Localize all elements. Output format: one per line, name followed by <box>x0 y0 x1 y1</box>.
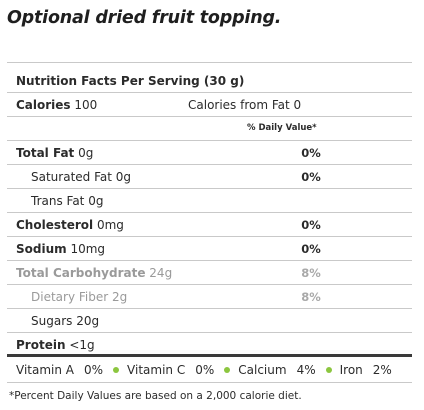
nutrient-name: Cholesterol <box>16 218 94 232</box>
calories-label: Calories <box>16 98 71 112</box>
nutrient-row-protein: Protein <1g <box>7 333 412 357</box>
vitamin-name: Vitamin C <box>127 363 186 377</box>
nutrient-name: Sodium <box>16 242 67 256</box>
nutrition-facts-panel: Nutrition Facts Per Serving (30 g) Calor… <box>7 62 412 383</box>
bullet-icon <box>113 367 120 373</box>
nutrient-text: Saturated Fat 0g <box>31 170 131 184</box>
nutrient-row-sodium: Sodium 10mg 0% <box>7 237 412 261</box>
nutrient-text: Sodium 10mg <box>16 242 105 256</box>
nutrition-title: Nutrition Facts Per Serving (30 g) <box>16 74 245 88</box>
nutrient-text: Protein <1g <box>16 338 95 352</box>
nutrient-amount: 0g <box>88 194 104 208</box>
bullet-icon <box>325 367 332 373</box>
nutrient-row-sugars: Sugars 20g <box>7 309 412 333</box>
nutrient-name: Sugars <box>31 314 73 328</box>
nutrient-amount: 0mg <box>96 218 124 232</box>
nutrient-amount: 2g <box>112 290 128 304</box>
nutrient-amount: 20g <box>76 314 100 328</box>
calories-from-fat: Calories from Fat 0 <box>188 98 302 112</box>
nutrient-amount: 10mg <box>70 242 106 256</box>
nutrient-name: Dietary Fiber <box>31 290 109 304</box>
vitamin-name: Calcium <box>238 363 287 377</box>
nutrient-amount: 0g <box>115 170 132 184</box>
nutrient-text: Total Fat 0g <box>16 146 93 160</box>
nutrient-row-cholesterol: Cholesterol 0mg 0% <box>7 213 412 237</box>
nutrient-name: Protein <box>16 338 66 352</box>
nutrient-text: Trans Fat 0g <box>31 194 103 208</box>
nutrient-amount: 24g <box>149 266 173 280</box>
daily-value-header-row: % Daily Value* <box>7 117 412 141</box>
nutrient-daily-value: 0% <box>301 242 321 256</box>
vitamin-value: 2% <box>372 363 392 377</box>
vitamin-name: Vitamin A <box>16 363 74 377</box>
nutrient-text: Dietary Fiber 2g <box>31 290 127 304</box>
nutrition-title-row: Nutrition Facts Per Serving (30 g) <box>7 63 412 93</box>
nutrient-amount: 0g <box>78 146 94 160</box>
calories-row: Calories 100 Calories from Fat 0 <box>7 93 412 117</box>
footnote: *Percent Daily Values are based on a 2,0… <box>9 390 302 402</box>
nutrient-row-dietary-fiber: Dietary Fiber 2g 8% <box>7 285 412 309</box>
nutrient-daily-value: 0% <box>301 218 321 232</box>
nutrient-daily-value: 0% <box>301 146 321 160</box>
bullet-icon <box>224 367 231 373</box>
daily-value-header: % Daily Value* <box>247 123 317 133</box>
top-divider <box>7 62 412 63</box>
vitamin-list: Vitamin A 0% Vitamin C 0% Calcium 4% Iron 2% <box>16 363 392 377</box>
nutrient-amount: <1g <box>69 338 95 352</box>
vitamin-value: 4% <box>296 363 316 377</box>
nutrient-daily-value: 8% <box>301 266 321 280</box>
vitamin-name: Iron <box>339 363 363 377</box>
nutrient-name: Saturated Fat <box>31 170 112 184</box>
nutrient-row-saturated-fat: Saturated Fat 0g 0% <box>7 165 412 189</box>
nutrient-text: Sugars 20g <box>31 314 99 328</box>
nutrient-daily-value: 0% <box>301 170 321 184</box>
calories-value: 100 <box>74 98 98 112</box>
nutrient-row-trans-fat: Trans Fat 0g <box>7 189 412 213</box>
nutrient-text: Total Carbohydrate 24g <box>16 266 172 280</box>
nutrient-row-total-carbohydrate: Total Carbohydrate 24g 8% <box>7 261 412 285</box>
vitamin-value: 0% <box>195 363 215 377</box>
page-heading: Optional dried fruit topping. <box>7 8 282 28</box>
nutrient-name: Total Carbohydrate <box>16 266 146 280</box>
nutrient-text: Cholesterol 0mg <box>16 218 124 232</box>
calories-text: Calories 100 <box>16 98 97 112</box>
vitamin-value: 0% <box>84 363 104 377</box>
nutrient-name: Total Fat <box>16 146 75 160</box>
nutrient-row-total-fat: Total Fat 0g 0% <box>7 141 412 165</box>
vitamins-row: Vitamin A 0% Vitamin C 0% Calcium 4% Iron 2% <box>7 357 412 383</box>
nutrient-daily-value: 8% <box>301 290 321 304</box>
nutrient-name: Trans Fat <box>31 194 85 208</box>
